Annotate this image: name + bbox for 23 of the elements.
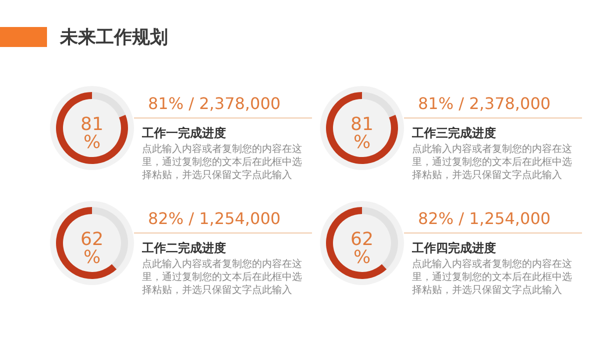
text: 工作四完成进度 — [411, 241, 496, 255]
text: 工作三完成进度 — [411, 126, 496, 140]
text: 81% / 2,378,000 — [418, 94, 551, 113]
text: 工作一完成进度 — [141, 126, 226, 140]
text: 点此输入内容或者复制您的内容在这里，通过复制您的文本后在此框中选择粘贴，并选只保留文字点此输入 — [412, 143, 572, 181]
text: 点此输入内容或者复制您的内容在这里，通过复制您的文本后在此框中选择粘贴，并选只保留文字点此输入 — [412, 258, 572, 296]
text: 未来工作规划 — [59, 27, 168, 48]
donut-slice — [362, 92, 396, 118]
donut-slice — [326, 92, 398, 164]
text: 82% / 1,254,000 — [148, 209, 281, 228]
text: 工作二完成进度 — [141, 241, 226, 255]
donut-slice — [92, 92, 126, 118]
text: 点此输入内容或者复制您的内容在这里，通过复制您的文本后在此框中选择粘贴，并选只保留文字点此输入 — [142, 143, 302, 181]
data-label: 81% — [350, 114, 374, 153]
donut-slice — [56, 207, 117, 279]
text: 点此输入内容或者复制您的内容在这里，通过复制您的文本后在此框中选择粘贴，并选只保留文字点此输入 — [142, 258, 302, 296]
text: 82% / 1,254,000 — [418, 209, 551, 228]
donut-slice — [56, 92, 128, 164]
text: 81% / 2,378,000 — [148, 94, 281, 113]
data-label: 81% — [80, 114, 104, 153]
data-label: 62% — [350, 229, 374, 268]
donut-slice — [326, 207, 387, 279]
data-label: 62% — [80, 229, 104, 268]
